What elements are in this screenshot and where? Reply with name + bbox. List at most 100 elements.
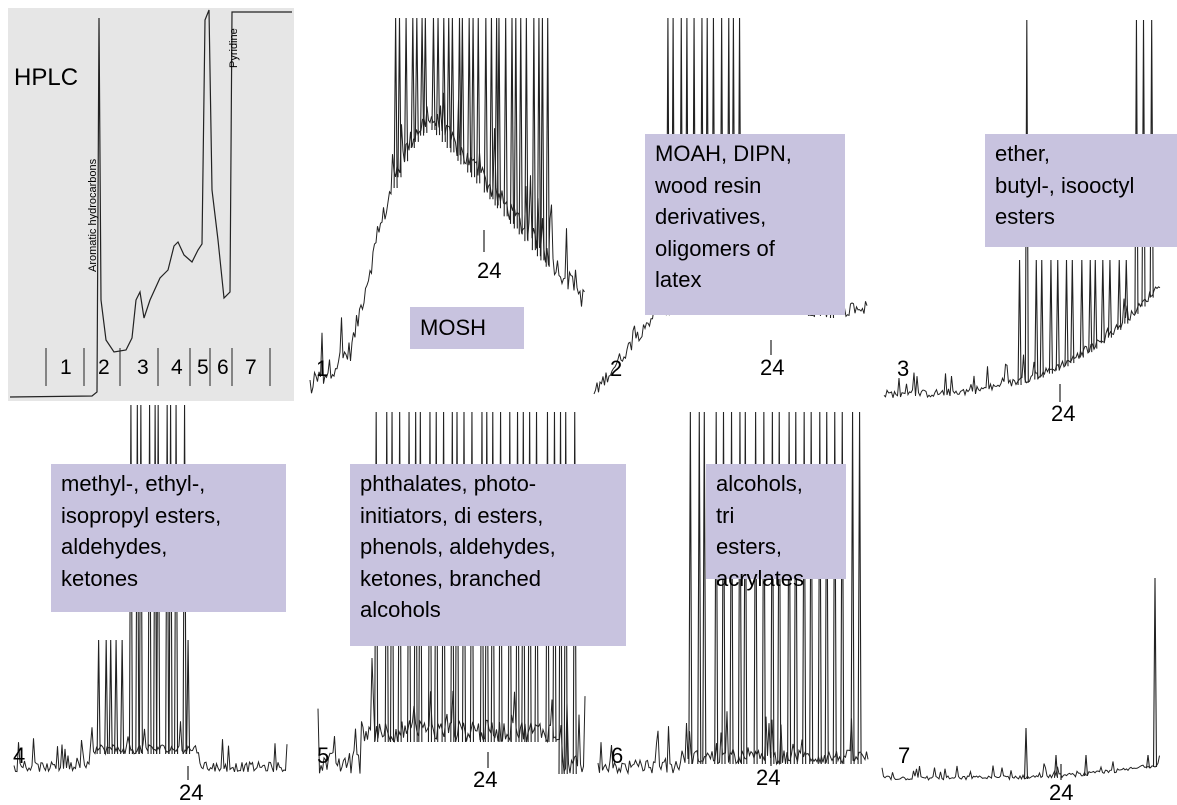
- trace-1-peak: [431, 17, 436, 131]
- marker-24-label-3: 24: [1051, 401, 1076, 426]
- trace-1-peak: [397, 17, 402, 178]
- trace-6-peak: [688, 411, 693, 765]
- trace-1-peak: [503, 17, 508, 217]
- aromatic-hydrocarbons-label: Aromatic hydrocarbons: [87, 158, 99, 272]
- trace-1-peak: [467, 17, 472, 173]
- trace-4-peak: [147, 404, 152, 755]
- fraction-label-2: 2: [98, 356, 110, 379]
- trace-6-peak: [753, 411, 758, 765]
- trace-1-peak: [509, 17, 515, 224]
- category-box-moah: MOAH, DIPN, wood resin derivatives, olig…: [645, 134, 845, 315]
- trace-3-peak: [1100, 259, 1105, 344]
- trace-1-peak: [471, 17, 476, 178]
- marker-24-label-6: 24: [756, 765, 781, 790]
- fraction-label-4: 4: [171, 356, 183, 379]
- trace-6-peak: [702, 411, 707, 765]
- trace-6-peak: [850, 411, 855, 765]
- trace-4-peak: [165, 404, 170, 755]
- marker-24-label-2: 24: [760, 355, 785, 380]
- trace-6-peak: [777, 411, 782, 765]
- trace-4-peak: [135, 404, 140, 755]
- trace-4-peak: [182, 404, 187, 755]
- trace-3-peak: [1034, 259, 1039, 380]
- category-box-ether-esters: ether, butyl-, isooctyl esters: [985, 134, 1177, 247]
- marker-24-label-4: 24: [179, 780, 204, 805]
- hplc-panel: [8, 8, 294, 401]
- trace-5: [317, 657, 586, 774]
- trace-7-peak: [1083, 754, 1089, 776]
- trace-5-peak: [572, 411, 577, 775]
- marker-24-label-5: 24: [473, 767, 498, 792]
- trace-7-peak: [1023, 727, 1029, 780]
- trace-6-peak: [770, 411, 775, 765]
- trace-3-peak: [1079, 259, 1084, 358]
- chromatogram-number-5: 5: [317, 743, 330, 768]
- trace-1-peak: [524, 17, 529, 242]
- trace-6-peak: [809, 411, 814, 765]
- trace-6-peak: [729, 411, 734, 765]
- trace-7-peak: [1053, 754, 1059, 778]
- chromatogram-number-6: 6: [611, 743, 624, 768]
- marker-24-label-7: 24: [1049, 780, 1074, 805]
- trace-7: [881, 755, 1160, 782]
- trace-4-peak: [114, 639, 119, 755]
- trace-3-peak: [1055, 259, 1060, 371]
- trace-3-peak: [1048, 259, 1053, 374]
- category-box-phthalates: phthalates, photo- initiators, di esters…: [350, 464, 626, 646]
- trace-1-peak: [393, 17, 398, 188]
- trace-7-peak: [1152, 577, 1158, 767]
- chromatogram-number-1: 1: [316, 356, 329, 381]
- trace-6-peak: [787, 411, 792, 765]
- trace-6-peak: [737, 411, 742, 765]
- trace-3-peak: [1070, 259, 1075, 364]
- trace-3-peak: [1017, 259, 1022, 385]
- marker-24-label-1: 24: [477, 258, 502, 283]
- trace-6-peak: [697, 411, 702, 765]
- category-box-alcohols: alcohols, tri esters, acrylates: [706, 464, 846, 591]
- trace-4-peak: [156, 404, 161, 755]
- trace-4-peak: [128, 404, 133, 755]
- trace-4: [13, 721, 288, 773]
- trace-3-peak: [1039, 259, 1044, 378]
- trace-1-peak: [531, 17, 536, 251]
- trace-1-peak: [435, 17, 441, 136]
- fraction-label-1: 1: [60, 356, 72, 379]
- trace-1-peak: [404, 17, 409, 162]
- trace-4-peak: [153, 404, 158, 755]
- category-box-methyl-esters: methyl-, ethyl-, isopropyl esters, aldeh…: [51, 464, 286, 612]
- hplc-title: HPLC: [14, 64, 79, 91]
- fraction-label-5: 5: [197, 356, 209, 379]
- trace-1-peak: [513, 17, 518, 229]
- trace-1-peak: [496, 17, 502, 209]
- fraction-label-3: 3: [137, 356, 149, 379]
- trace-1-peak: [446, 17, 451, 148]
- trace-6-peak: [857, 411, 862, 765]
- trace-1-peak: [423, 17, 428, 133]
- chromatogram-number-4: 4: [13, 743, 26, 768]
- trace-4-peak: [104, 639, 109, 755]
- trace-6-peak: [802, 411, 807, 765]
- trace-6-peak: [714, 411, 719, 765]
- trace-1-peak: [518, 17, 523, 235]
- trace-6-peak: [721, 411, 726, 765]
- trace-1-peak: [483, 17, 488, 193]
- trace-4-peak: [96, 639, 101, 755]
- trace-3-peak: [1024, 19, 1029, 383]
- chromatogram-number-2: 2: [610, 356, 623, 381]
- trace-6-peak: [761, 411, 766, 765]
- trace-1-peak: [545, 17, 550, 267]
- trace-1-peak: [536, 17, 541, 257]
- trace-1-peak: [540, 17, 545, 261]
- trace-1-peak: [414, 17, 419, 142]
- trace-1-peak: [450, 17, 455, 153]
- trace-5-peak: [563, 411, 568, 775]
- pyridine-label: Pyridine: [228, 28, 240, 68]
- trace-4-peak: [138, 404, 143, 755]
- trace-1-peak: [410, 17, 415, 149]
- chromatogram-number-7: 7: [898, 743, 911, 768]
- trace-3-peak: [1088, 259, 1093, 353]
- trace-6-peak: [743, 411, 748, 765]
- trace-4-peak: [108, 639, 113, 755]
